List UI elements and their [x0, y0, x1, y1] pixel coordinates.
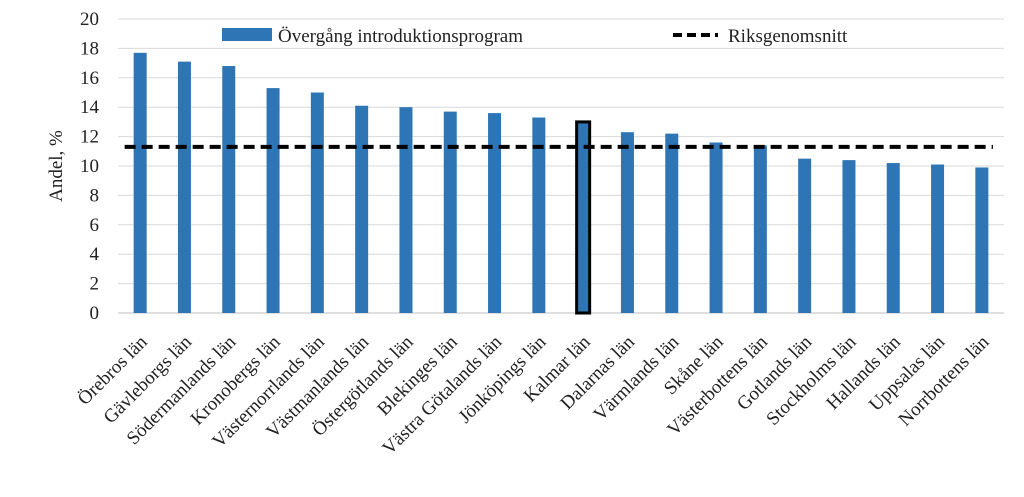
- bar: [443, 111, 457, 313]
- y-tick-label: 6: [90, 215, 100, 236]
- legend-label-bars: Övergång introduktionsprogram: [278, 26, 523, 47]
- bar: [709, 142, 723, 313]
- bar: [310, 92, 324, 313]
- legend: Övergång introduktionsprogram Riksgenoms…: [222, 26, 848, 47]
- y-tick-label: 20: [80, 9, 99, 30]
- bar: [620, 132, 634, 313]
- bar: [753, 145, 767, 313]
- y-tick-label: 10: [80, 156, 99, 177]
- bar: [665, 133, 679, 313]
- gridlines: [118, 18, 1004, 314]
- bar: [399, 107, 413, 313]
- bar: [842, 160, 856, 313]
- y-tick-label: 0: [90, 303, 100, 324]
- y-tick-label: 16: [80, 68, 99, 89]
- y-tick-label: 4: [90, 244, 100, 265]
- bar: [798, 158, 812, 313]
- bar: [355, 105, 369, 313]
- y-tick-label: 8: [90, 185, 100, 206]
- bar: [532, 117, 546, 314]
- legend-swatch-bars: [222, 28, 272, 41]
- y-axis-ticks: 0 2 4 6 8 10 12 14 16 18 20: [80, 9, 100, 324]
- bar: [266, 88, 280, 313]
- bar: [222, 66, 236, 313]
- y-tick-label: 12: [80, 127, 99, 148]
- y-axis-label: Andel, %: [46, 130, 67, 202]
- y-tick-label: 18: [80, 38, 99, 59]
- y-tick-label: 2: [90, 274, 100, 295]
- bar: [886, 163, 900, 313]
- bars: [133, 52, 989, 315]
- bar: [575, 120, 592, 315]
- legend-label-reference: Riksgenomsnitt: [728, 26, 848, 47]
- bar: [931, 164, 945, 313]
- bar: [488, 113, 502, 313]
- bar: [133, 52, 147, 314]
- y-tick-label: 14: [80, 97, 100, 118]
- bar: [177, 61, 191, 313]
- bar: [975, 167, 989, 313]
